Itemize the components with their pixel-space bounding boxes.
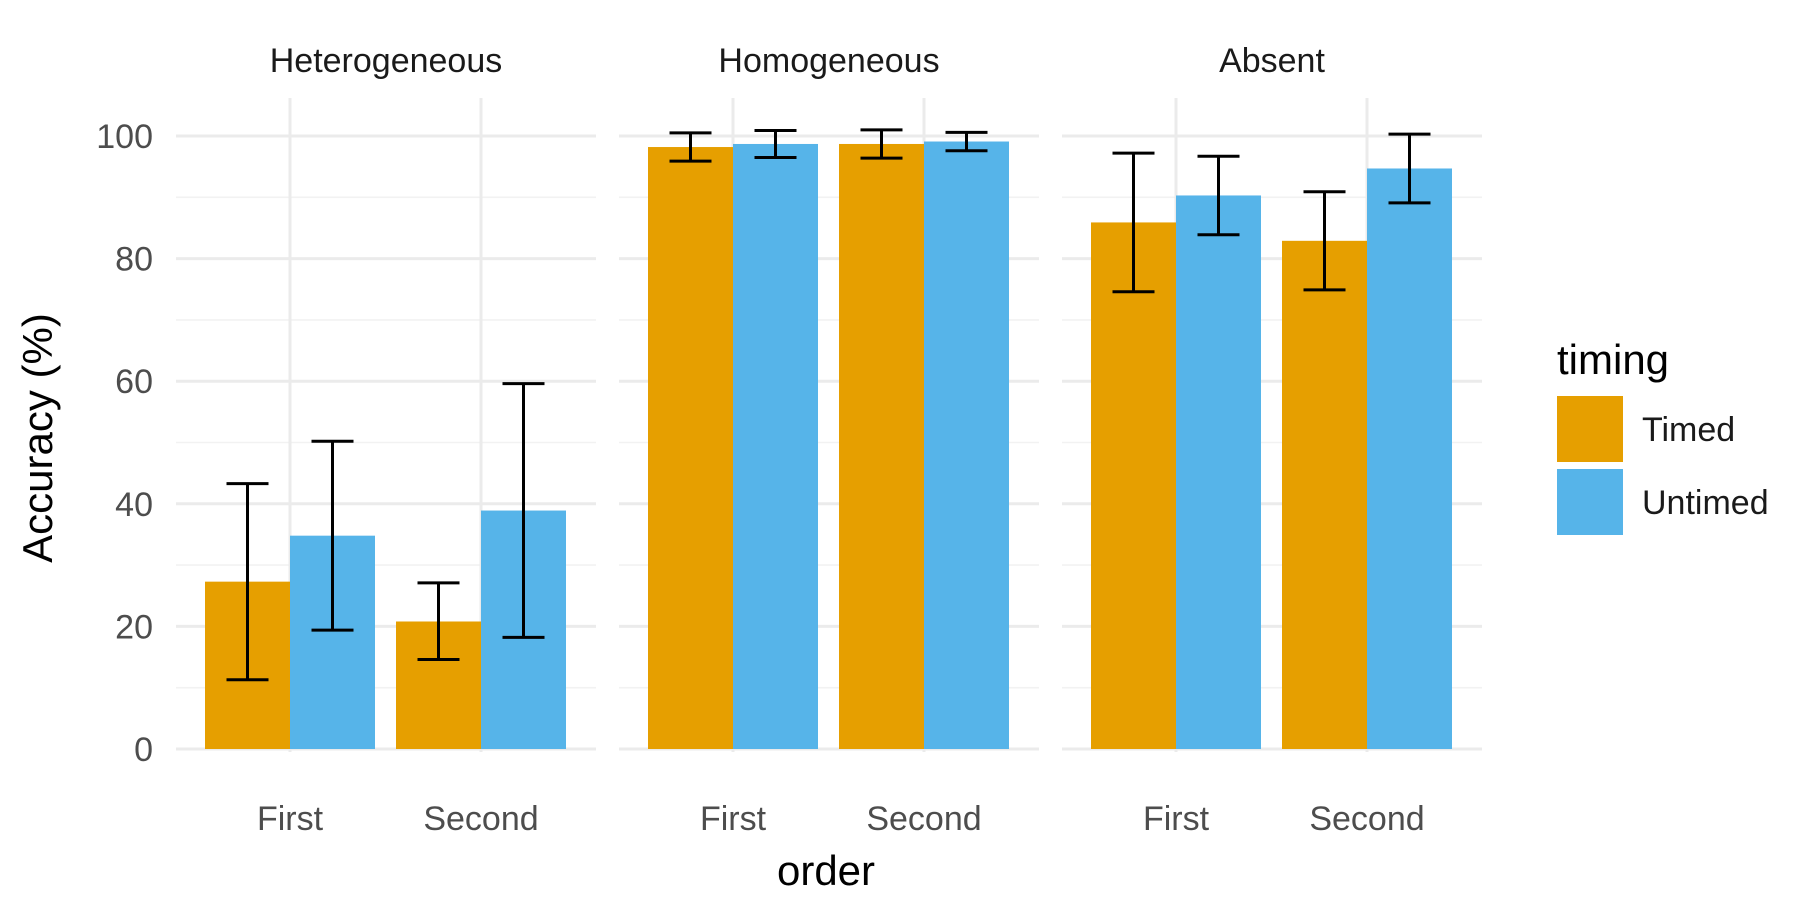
facet-title: Heterogeneous [270, 42, 503, 80]
legend-title: timing [1557, 336, 1669, 383]
facet-title: Absent [1219, 42, 1325, 80]
x-tick-label: First [700, 800, 767, 838]
error-bars-layer [226, 128, 1431, 682]
legend: timing Timed Untimed [1557, 336, 1769, 535]
bar-timed [1091, 222, 1176, 750]
x-tick-label: First [1143, 800, 1210, 838]
legend-label-timed: Timed [1642, 411, 1735, 449]
bar-timed [1282, 240, 1367, 749]
legend-key-untimed [1557, 469, 1623, 535]
x-tick-label: Second [1309, 800, 1424, 838]
y-tick-label: 100 [96, 118, 153, 156]
facet-title: Homogeneous [718, 42, 939, 80]
bar-untimed [733, 143, 818, 749]
x-tick-label: First [257, 800, 324, 838]
y-tick-label: 20 [115, 608, 153, 646]
x-tick-label: Second [423, 800, 538, 838]
x-axis-title: order [777, 847, 875, 894]
labels-layer: Heterogeneous First Second Homogeneous First… [96, 42, 1424, 838]
bar-untimed [924, 141, 1009, 750]
legend-key-timed [1557, 396, 1623, 462]
legend-label-untimed: Untimed [1642, 484, 1769, 522]
bar-timed [839, 143, 924, 749]
y-tick-label: 60 [115, 363, 153, 401]
y-tick-label: 0 [134, 731, 153, 769]
y-tick-label: 40 [115, 486, 153, 524]
y-axis-title: Accuracy (%) [14, 313, 61, 563]
bar-untimed [1176, 195, 1261, 749]
y-tick-label: 80 [115, 241, 153, 279]
bar-timed [648, 147, 733, 749]
bar-untimed [1367, 168, 1452, 749]
x-tick-label: Second [866, 800, 981, 838]
bars-layer [205, 141, 1452, 750]
